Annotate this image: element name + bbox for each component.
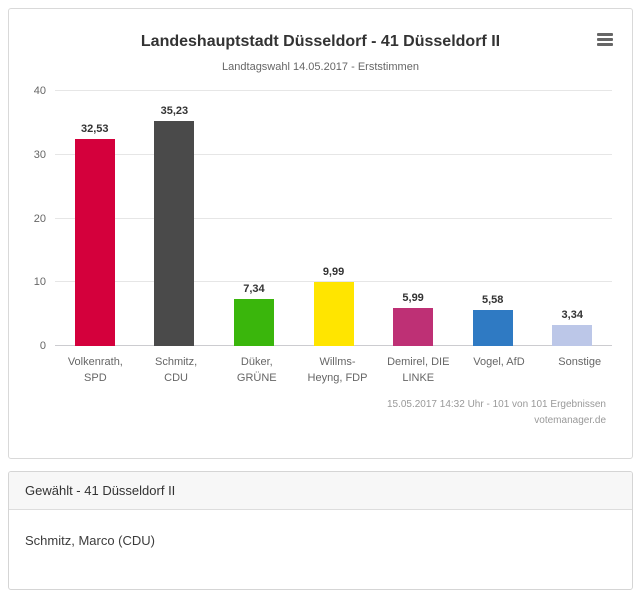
chart-credits: 15.05.2017 14:32 Uhr - 101 von 101 Ergeb… [21,397,620,429]
bar-value-label: 5,99 [402,291,424,304]
category-axis-row: Volkenrath, SPD Schmitz, CDU Düker, GRÜNE W… [21,355,620,387]
bar-slot: 5,99 [373,91,453,346]
bar-value-label: 9,99 [322,266,345,279]
bar-slot: 3,34 [532,91,612,346]
bar-4[interactable] [393,307,434,346]
gridline [55,281,612,283]
bar-0[interactable] [74,138,115,346]
plot-area: 32,53 35,23 7,34 9,99 5,99 5,58 3,34 [55,90,612,346]
bar-slot: 32,53 [55,91,135,346]
category-label: Schmitz, CDU [154,356,198,384]
bar-value-label: 35,23 [160,105,189,118]
category-label: Demirel, DIE LINKE [387,356,450,384]
votemanager-link[interactable]: votemanager.de [534,414,606,426]
gridline [55,90,612,91]
y-axis-label: 0 [39,340,46,352]
bar-slot: 5,58 [453,91,533,346]
elected-panel: Gewählt - 41 Düsseldorf II Schmitz, Marc… [8,471,633,590]
bar-2[interactable] [233,299,274,346]
y-axis-label: 10 [33,276,46,289]
gridline [55,153,612,155]
category-label: Volkenrath, SPD [67,356,123,384]
category-label: Sonstige [558,356,602,368]
bar-value-label: 3,34 [561,308,583,321]
bar-value-label: 7,34 [243,283,265,296]
category-label: Willms- Heyng, FDP [307,356,368,384]
bar-slot: 35,23 [135,91,215,346]
category-label: Düker, GRÜNE [236,356,277,384]
y-axis-label: 30 [33,148,46,161]
hamburger-bar [597,38,613,41]
y-axis-label: 20 [33,212,46,225]
category-axis-spacer [21,355,55,387]
bar-slot: 7,34 [214,91,294,346]
bars-row: 32,53 35,23 7,34 9,99 5,99 5,58 3,34 [55,91,612,346]
hamburger-menu-icon[interactable] [594,31,616,49]
bar-chart: 0 10 20 30 40 32,53 35,23 7,34 9,99 5,99 5,58 3,34 [21,85,612,352]
bar-5[interactable] [472,310,513,346]
bar-value-label: 32,53 [81,122,109,135]
bar-1[interactable] [154,121,195,346]
results-status-text: 15.05.2017 14:32 Uhr - 101 von 101 Ergeb… [386,398,606,410]
bar-3[interactable] [313,282,354,346]
chart-subtitle: Landtagswahl 14.05.2017 - Erststimmen [222,61,419,73]
bar-value-label: 5,58 [481,294,504,307]
elected-panel-header: Gewählt - 41 Düsseldorf II [9,472,632,510]
hamburger-bar [597,33,613,36]
gridline [55,217,612,219]
bar-slot: 9,99 [294,91,374,346]
chart-title: Landeshauptstadt Düsseldorf - 41 Düsseld… [140,33,501,50]
bar-6[interactable] [552,324,593,346]
hamburger-bar [597,43,613,46]
category-axis: Volkenrath, SPD Schmitz, CDU Düker, GRÜNE W… [55,355,620,387]
category-label: Vogel, AfD [473,356,525,368]
elected-candidate-name: Schmitz, Marco (CDU) [25,533,156,548]
chart-panel: Landeshauptstadt Düsseldorf - 41 Düsseld… [8,8,633,459]
y-axis-label: 40 [33,85,46,97]
y-axis: 0 10 20 30 40 [21,85,55,352]
